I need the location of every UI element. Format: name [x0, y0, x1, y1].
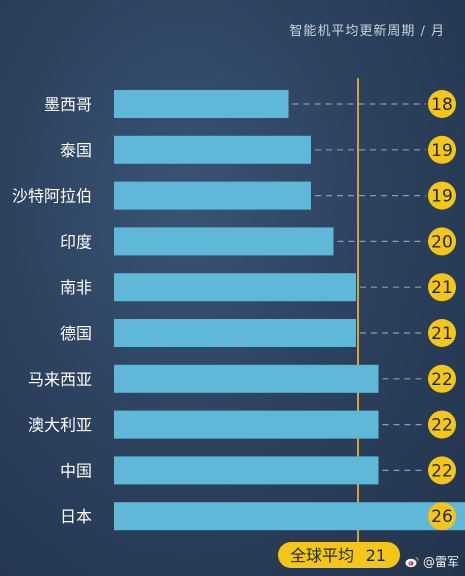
- value-label: 22: [431, 461, 453, 481]
- category-label: 德国: [60, 324, 92, 343]
- weibo-icon: [405, 556, 419, 567]
- value-label: 26: [431, 507, 453, 527]
- value-label: 19: [431, 187, 453, 207]
- bar: [114, 319, 356, 347]
- bar: [114, 273, 356, 302]
- value-badge: [428, 181, 456, 210]
- value-badge: [428, 135, 456, 164]
- value-badge: [428, 227, 456, 256]
- category-label: 沙特阿拉伯: [12, 187, 92, 206]
- reference-value: 21: [366, 546, 386, 565]
- reference-label: 全球平均: [290, 546, 354, 565]
- value-label: 19: [431, 141, 453, 161]
- category-label: 泰国: [60, 141, 92, 160]
- bar: [114, 227, 334, 256]
- value-label: 21: [431, 324, 453, 344]
- value-badge: [428, 410, 456, 439]
- value-badge: [428, 456, 456, 485]
- value-label: 22: [431, 370, 453, 390]
- bar: [114, 410, 379, 439]
- category-label: 墨西哥: [44, 95, 92, 114]
- value-badge: [428, 273, 456, 302]
- value-badge: [428, 90, 456, 118]
- category-label: 中国: [60, 461, 92, 480]
- category-label: 印度: [60, 232, 92, 251]
- watermark: @雷军: [405, 553, 459, 570]
- bar: [114, 135, 311, 164]
- chart-subtitle: 智能机平均更新周期 / 月: [289, 24, 445, 39]
- value-badge: [428, 502, 456, 531]
- value-badge: [428, 364, 456, 393]
- reference-badge: [278, 542, 400, 568]
- category-label: 日本: [60, 507, 92, 526]
- value-label: 21: [431, 278, 453, 298]
- bar: [114, 90, 289, 118]
- value-label: 20: [431, 232, 453, 252]
- category-label: 南非: [60, 278, 92, 297]
- bar: [114, 181, 311, 210]
- category-label: 澳大利亚: [28, 416, 92, 435]
- bar: [114, 456, 379, 485]
- bar: [114, 502, 465, 531]
- watermark-text: @雷军: [422, 555, 459, 569]
- value-badge: [428, 319, 456, 347]
- category-label: 马来西亚: [28, 370, 92, 389]
- value-label: 22: [431, 416, 453, 436]
- bar: [114, 364, 379, 393]
- value-label: 18: [431, 95, 453, 115]
